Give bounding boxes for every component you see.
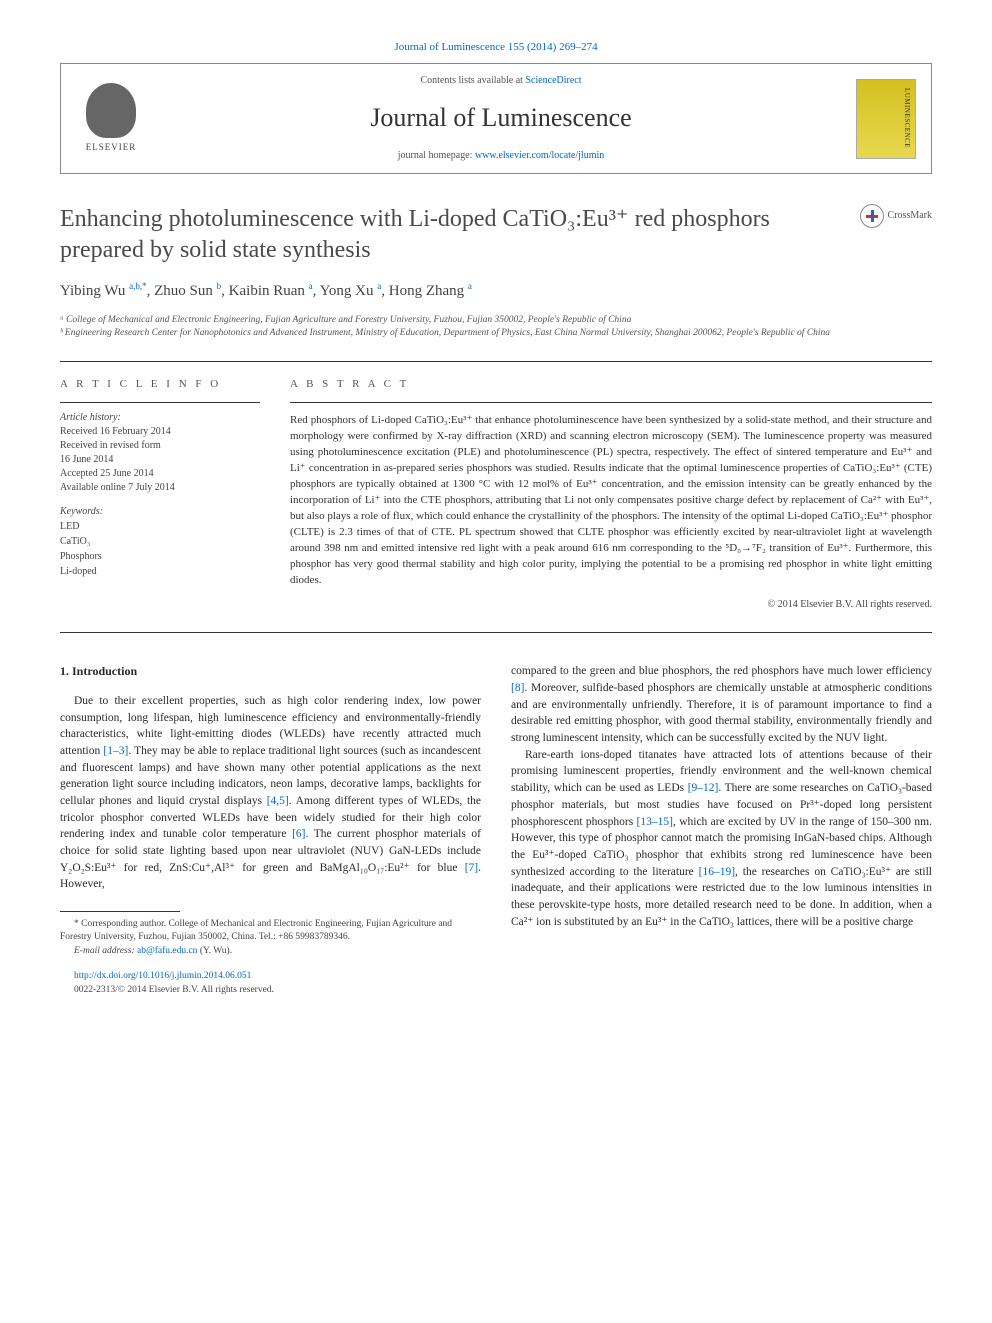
article-info-sidebar: A R T I C L E I N F O Article history: R… (60, 377, 260, 613)
crossmark-badge[interactable]: CrossMark (860, 204, 932, 228)
publisher-name: ELSEVIER (86, 141, 137, 154)
history-heading: Article history: (60, 411, 260, 425)
elsevier-tree-icon (86, 83, 136, 138)
journal-cover-thumbnail: LUMINESCENCE (856, 79, 916, 159)
ref-link-16-19[interactable]: [16–19] (699, 866, 735, 878)
contents-line: Contents lists available at ScienceDirec… (146, 74, 856, 88)
homepage-line: journal homepage: www.elsevier.com/locat… (146, 149, 856, 163)
body-column-right: compared to the green and blue phosphors… (511, 663, 932, 997)
abstract-column: A B S T R A C T Red phosphors of Li-dope… (290, 377, 932, 613)
divider (60, 361, 932, 362)
affiliation-b: ᵇ Engineering Research Center for Nanoph… (60, 327, 932, 340)
ref-link-1-3[interactable]: [1–3] (103, 745, 128, 757)
article-info-label: A R T I C L E I N F O (60, 377, 260, 392)
intro-paragraph-1: Due to their excellent properties, such … (60, 693, 481, 893)
section-heading-intro: 1. Introduction (60, 663, 481, 680)
journal-name: Journal of Luminescence (146, 100, 856, 136)
affiliations: ᵃ College of Mechanical and Electronic E… (60, 314, 932, 341)
ref-link-9-12[interactable]: [9–12] (688, 782, 719, 794)
issn-copyright: 0022-2313/© 2014 Elsevier B.V. All right… (60, 984, 481, 998)
crossmark-icon (860, 204, 884, 228)
ref-link-6[interactable]: [6] (292, 828, 305, 840)
cover-text: LUMINESCENCE (901, 88, 911, 148)
keywords-heading: Keywords: (60, 505, 260, 519)
header-center: Contents lists available at ScienceDirec… (146, 74, 856, 162)
history-text: Received 16 February 2014Received in rev… (60, 425, 260, 495)
ref-link-7[interactable]: [7] (465, 862, 478, 874)
ref-link-4-5[interactable]: [4,5] (267, 795, 289, 807)
authors-list: Yibing Wu a,b,*, Zhuo Sun b, Kaibin Ruan… (60, 280, 932, 302)
divider-2 (60, 632, 932, 633)
abstract-label: A B S T R A C T (290, 377, 932, 392)
sciencedirect-link[interactable]: ScienceDirect (525, 75, 581, 86)
journal-citation: Journal of Luminescence 155 (2014) 269–2… (60, 40, 932, 55)
keywords-list: LEDCaTiO₃PhosphorsLi-doped (60, 519, 260, 579)
abstract-divider (290, 402, 932, 403)
journal-header: ELSEVIER Contents lists available at Sci… (60, 63, 932, 173)
elsevier-logo: ELSEVIER (76, 79, 146, 159)
footnote-divider (60, 911, 180, 912)
affiliation-a: ᵃ College of Mechanical and Electronic E… (60, 314, 932, 327)
ref-link-13-15[interactable]: [13–15] (637, 816, 673, 828)
doi-link[interactable]: http://dx.doi.org/10.1016/j.jlumin.2014.… (60, 970, 481, 984)
abstract-text: Red phosphors of Li-doped CaTiO₃:Eu³⁺ th… (290, 413, 932, 588)
corresponding-author-footnote: * Corresponding author. College of Mecha… (60, 918, 481, 945)
email-link[interactable]: ab@fafu.edu.cn (137, 946, 197, 956)
crossmark-label: CrossMark (888, 209, 932, 223)
homepage-text: journal homepage: (398, 150, 475, 161)
ref-link-8[interactable]: [8] (511, 682, 524, 694)
body-column-left: 1. Introduction Due to their excellent p… (60, 663, 481, 997)
abstract-copyright: © 2014 Elsevier B.V. All rights reserved… (290, 598, 932, 612)
intro-paragraph-2: Rare-earth ions-doped titanates have att… (511, 747, 932, 930)
contents-text: Contents lists available at (420, 75, 525, 86)
info-divider (60, 402, 260, 403)
body-columns: 1. Introduction Due to their excellent p… (60, 663, 932, 997)
email-footnote: E-mail address: ab@fafu.edu.cn (Y. Wu). (60, 945, 481, 958)
intro-paragraph-1-cont: compared to the green and blue phosphors… (511, 663, 932, 746)
homepage-link[interactable]: www.elsevier.com/locate/jlumin (475, 150, 604, 161)
article-title: Enhancing photoluminescence with Li-dope… (60, 204, 860, 266)
